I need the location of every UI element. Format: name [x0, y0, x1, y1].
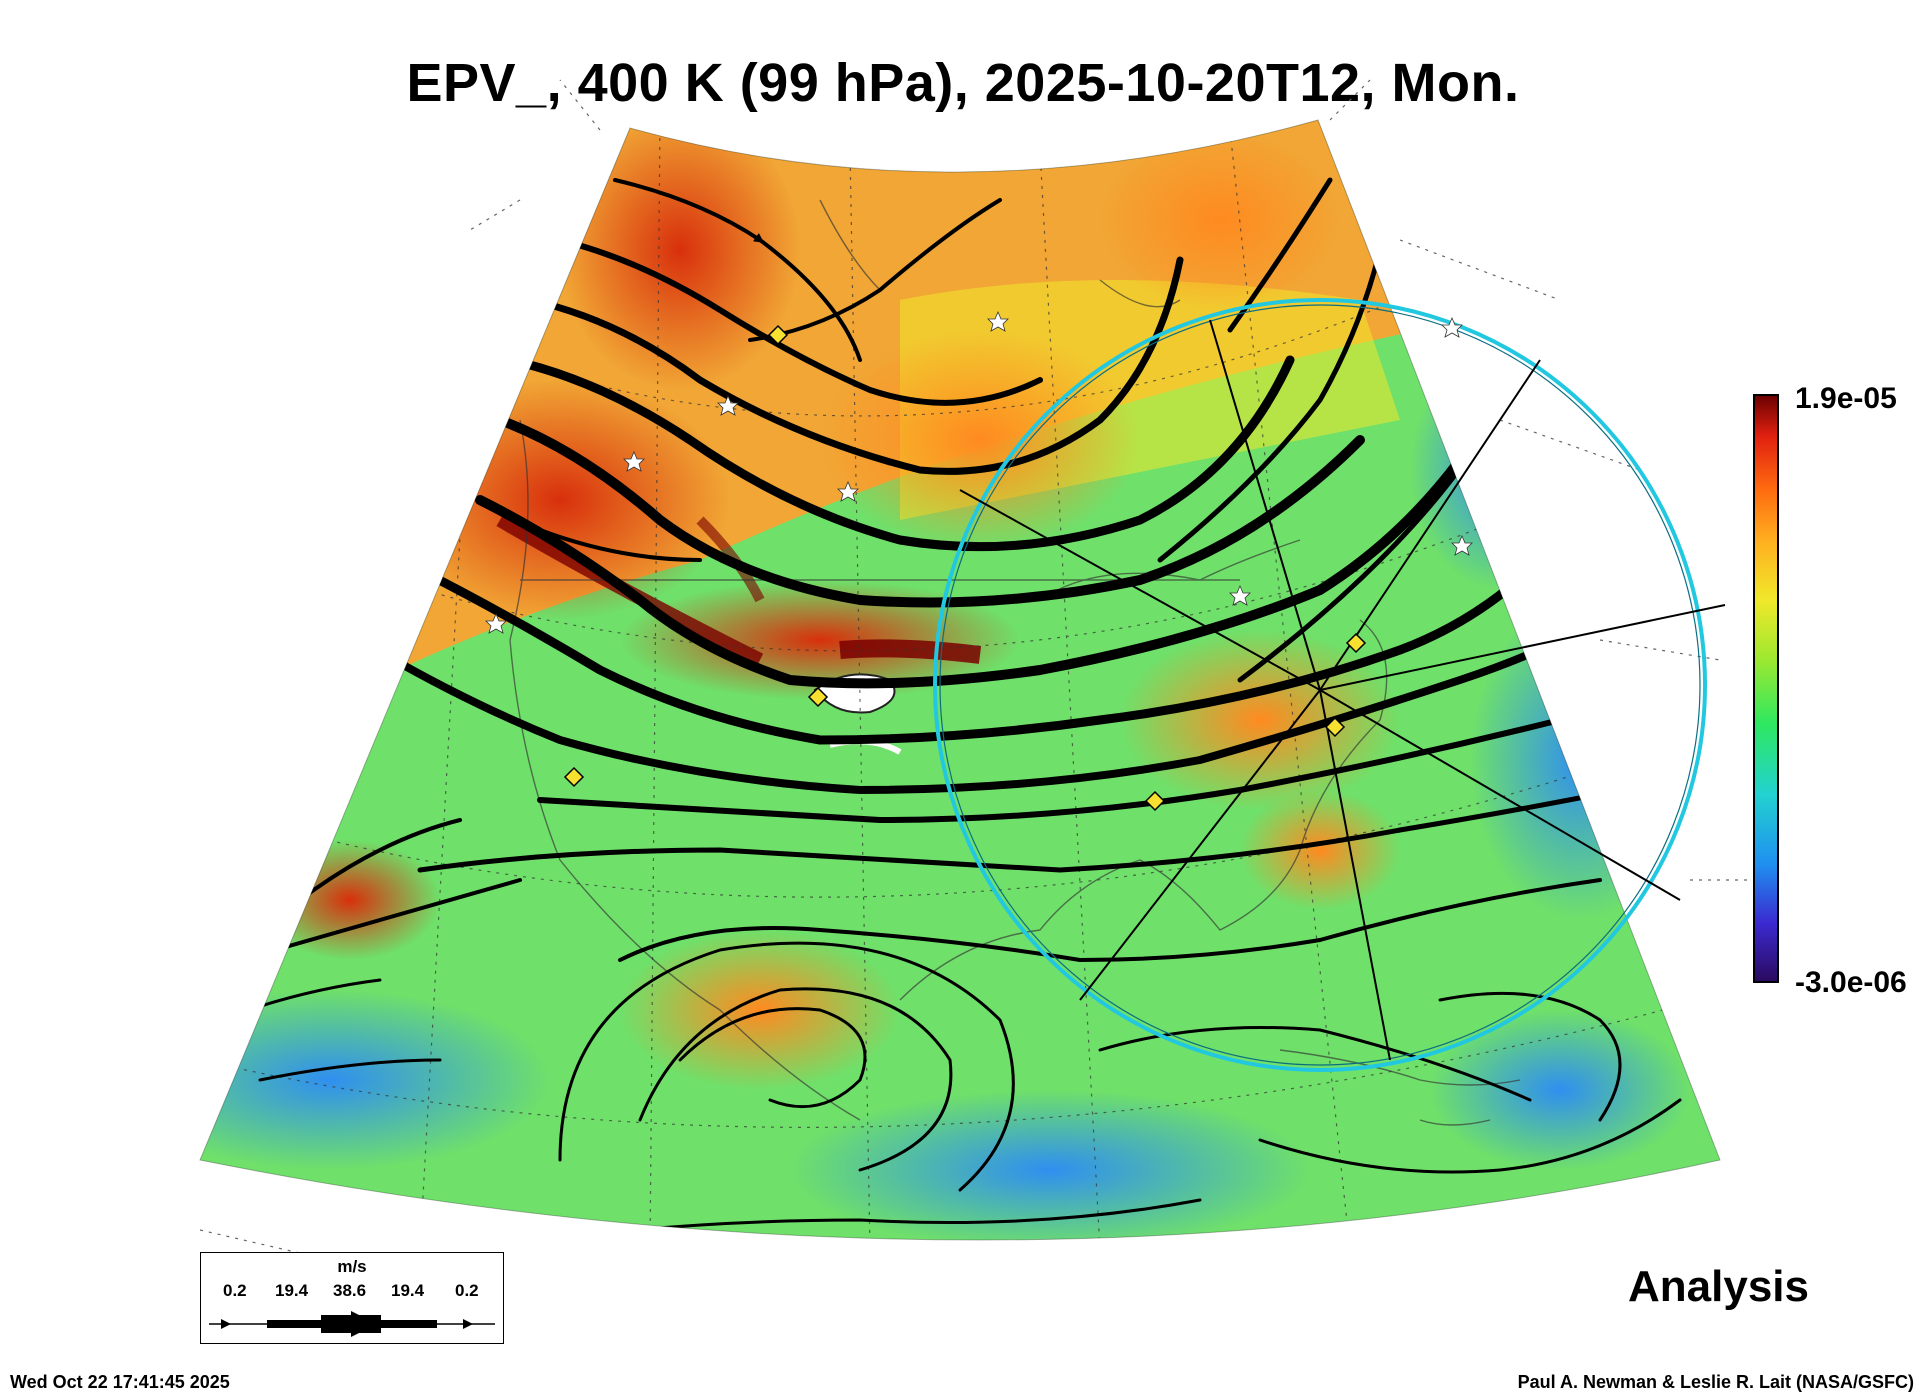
- timestamp: Wed Oct 22 17:41:45 2025: [10, 1372, 230, 1392]
- legend-unit: m/s: [337, 1257, 367, 1276]
- legend-arrow-scale: [209, 1311, 495, 1337]
- map-title: EPV_, 400 K (99 hPa), 2025-10-20T12, Mon…: [406, 53, 1520, 113]
- legend-label: 38.6: [333, 1281, 367, 1300]
- product-label: Analysis: [1628, 1262, 1809, 1311]
- legend-label: 19.4: [275, 1281, 309, 1300]
- legend-label: 0.2: [455, 1281, 479, 1300]
- wind-speed-legend: m/s 0.2 19.4 38.6 19.4 0.2: [200, 1252, 504, 1344]
- legend-label: 19.4: [391, 1281, 425, 1300]
- colorbar: [1753, 394, 1779, 983]
- station-diamonds: [563, 324, 1367, 812]
- colorbar-min-label: -3.0e-06: [1795, 966, 1907, 999]
- outer-graticule: [199, 79, 1760, 1261]
- vortex-circle: [933, 298, 1707, 1072]
- credit: Paul A. Newman & Leslie R. Lait (NASA/GS…: [1517, 1372, 1914, 1392]
- colorbar-max-label: 1.9e-05: [1795, 382, 1897, 415]
- legend-label: 0.2: [223, 1281, 247, 1300]
- station-stars: [485, 310, 1473, 634]
